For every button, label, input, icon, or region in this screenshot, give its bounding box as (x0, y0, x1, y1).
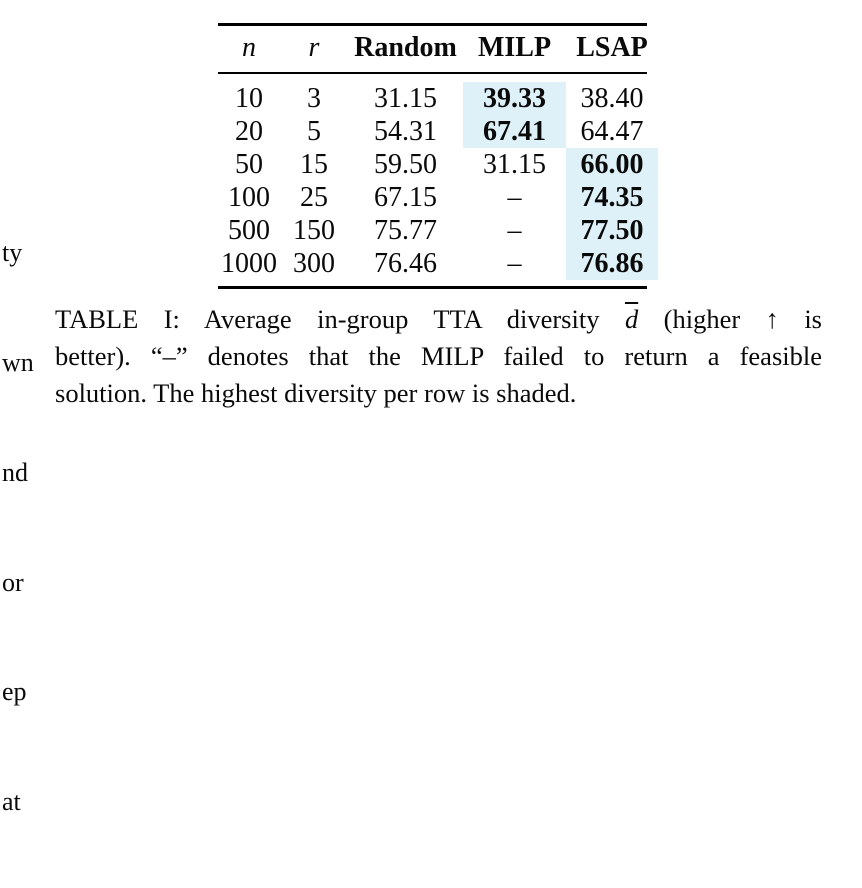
cell-lsap-best: 77.50 (566, 214, 658, 247)
cell-random: 59.50 (374, 149, 437, 180)
cell-r: 15 (300, 149, 328, 180)
table-row: 50 15 59.50 31.15 66.00 (218, 148, 658, 181)
cell-n: 50 (235, 149, 263, 180)
cell-n: 1000 (221, 248, 277, 279)
clipped-line: nd (2, 457, 28, 487)
table-row: 100 25 67.15 – 74.35 (218, 181, 658, 214)
cell-random: 76.46 (374, 248, 437, 279)
cell-r: 3 (307, 83, 321, 114)
table-header-rule (218, 71, 647, 74)
column-header-n: n (242, 32, 256, 63)
caption-line-2: better). “–” denotes that the MILP faile… (55, 341, 822, 371)
table-caption: TABLE I: Average in-group TTA diversity … (55, 301, 822, 412)
table-row: 20 5 54.31 67.41 64.47 (218, 115, 658, 148)
cell-lsap: 38.40 (580, 83, 644, 114)
cell-milp-infeasible: – (507, 248, 522, 279)
clipped-line: ep (2, 677, 27, 707)
table-header-row: n r Random MILP LSAP (218, 33, 658, 63)
cell-n: 20 (235, 116, 263, 147)
clipped-line: wn (2, 347, 34, 377)
cell-r: 150 (293, 215, 335, 246)
caption-line-1: TABLE I: Average in-group TTA diversity … (55, 301, 822, 338)
cell-milp-best: 67.41 (463, 115, 566, 148)
column-header-lsap: LSAP (576, 32, 648, 63)
d-bar-symbol: d (624, 304, 639, 334)
cell-milp: 31.15 (483, 149, 546, 180)
clipped-line: ty (2, 238, 23, 268)
table-top-rule (218, 23, 647, 26)
cell-lsap-best: 76.86 (566, 247, 658, 280)
column-header-random: Random (354, 32, 457, 63)
clipped-line: or (2, 567, 24, 597)
cell-n: 500 (228, 215, 270, 246)
cell-random: 54.31 (374, 116, 437, 147)
table-row: 1000 300 76.46 – 76.86 (218, 247, 658, 280)
cell-r: 25 (300, 182, 328, 213)
cell-lsap-best: 74.35 (566, 181, 658, 214)
caption-text: TABLE I: Average in-group TTA diversity (55, 304, 600, 334)
caption-text: (higher ↑ is (663, 304, 822, 334)
table-row: 10 3 31.15 39.33 38.40 (218, 82, 658, 115)
table-bottom-rule (218, 286, 647, 289)
cell-r: 300 (293, 248, 335, 279)
table-row: 500 150 75.77 – 77.50 (218, 214, 658, 247)
clipped-line: at (2, 787, 21, 817)
cell-milp-infeasible: – (507, 182, 522, 213)
cell-n: 10 (235, 83, 263, 114)
cell-milp-infeasible: – (507, 215, 522, 246)
cell-r: 5 (307, 116, 321, 147)
results-table: n r Random MILP LSAP 10 3 31.15 39.33 38… (218, 0, 658, 300)
cell-milp-best: 39.33 (463, 82, 566, 115)
column-header-milp: MILP (477, 32, 552, 63)
left-column-clipped-text: ty wn nd or ep at n- (2, 162, 36, 888)
cell-random: 31.15 (374, 83, 437, 114)
cell-lsap: 64.47 (580, 116, 644, 147)
cell-random: 75.77 (374, 215, 437, 246)
column-header-r: r (308, 32, 320, 63)
caption-line-3: solution. The highest diversity per row … (55, 378, 577, 408)
cell-random: 67.15 (374, 182, 437, 213)
cell-lsap-best: 66.00 (566, 148, 658, 181)
cell-n: 100 (228, 182, 270, 213)
